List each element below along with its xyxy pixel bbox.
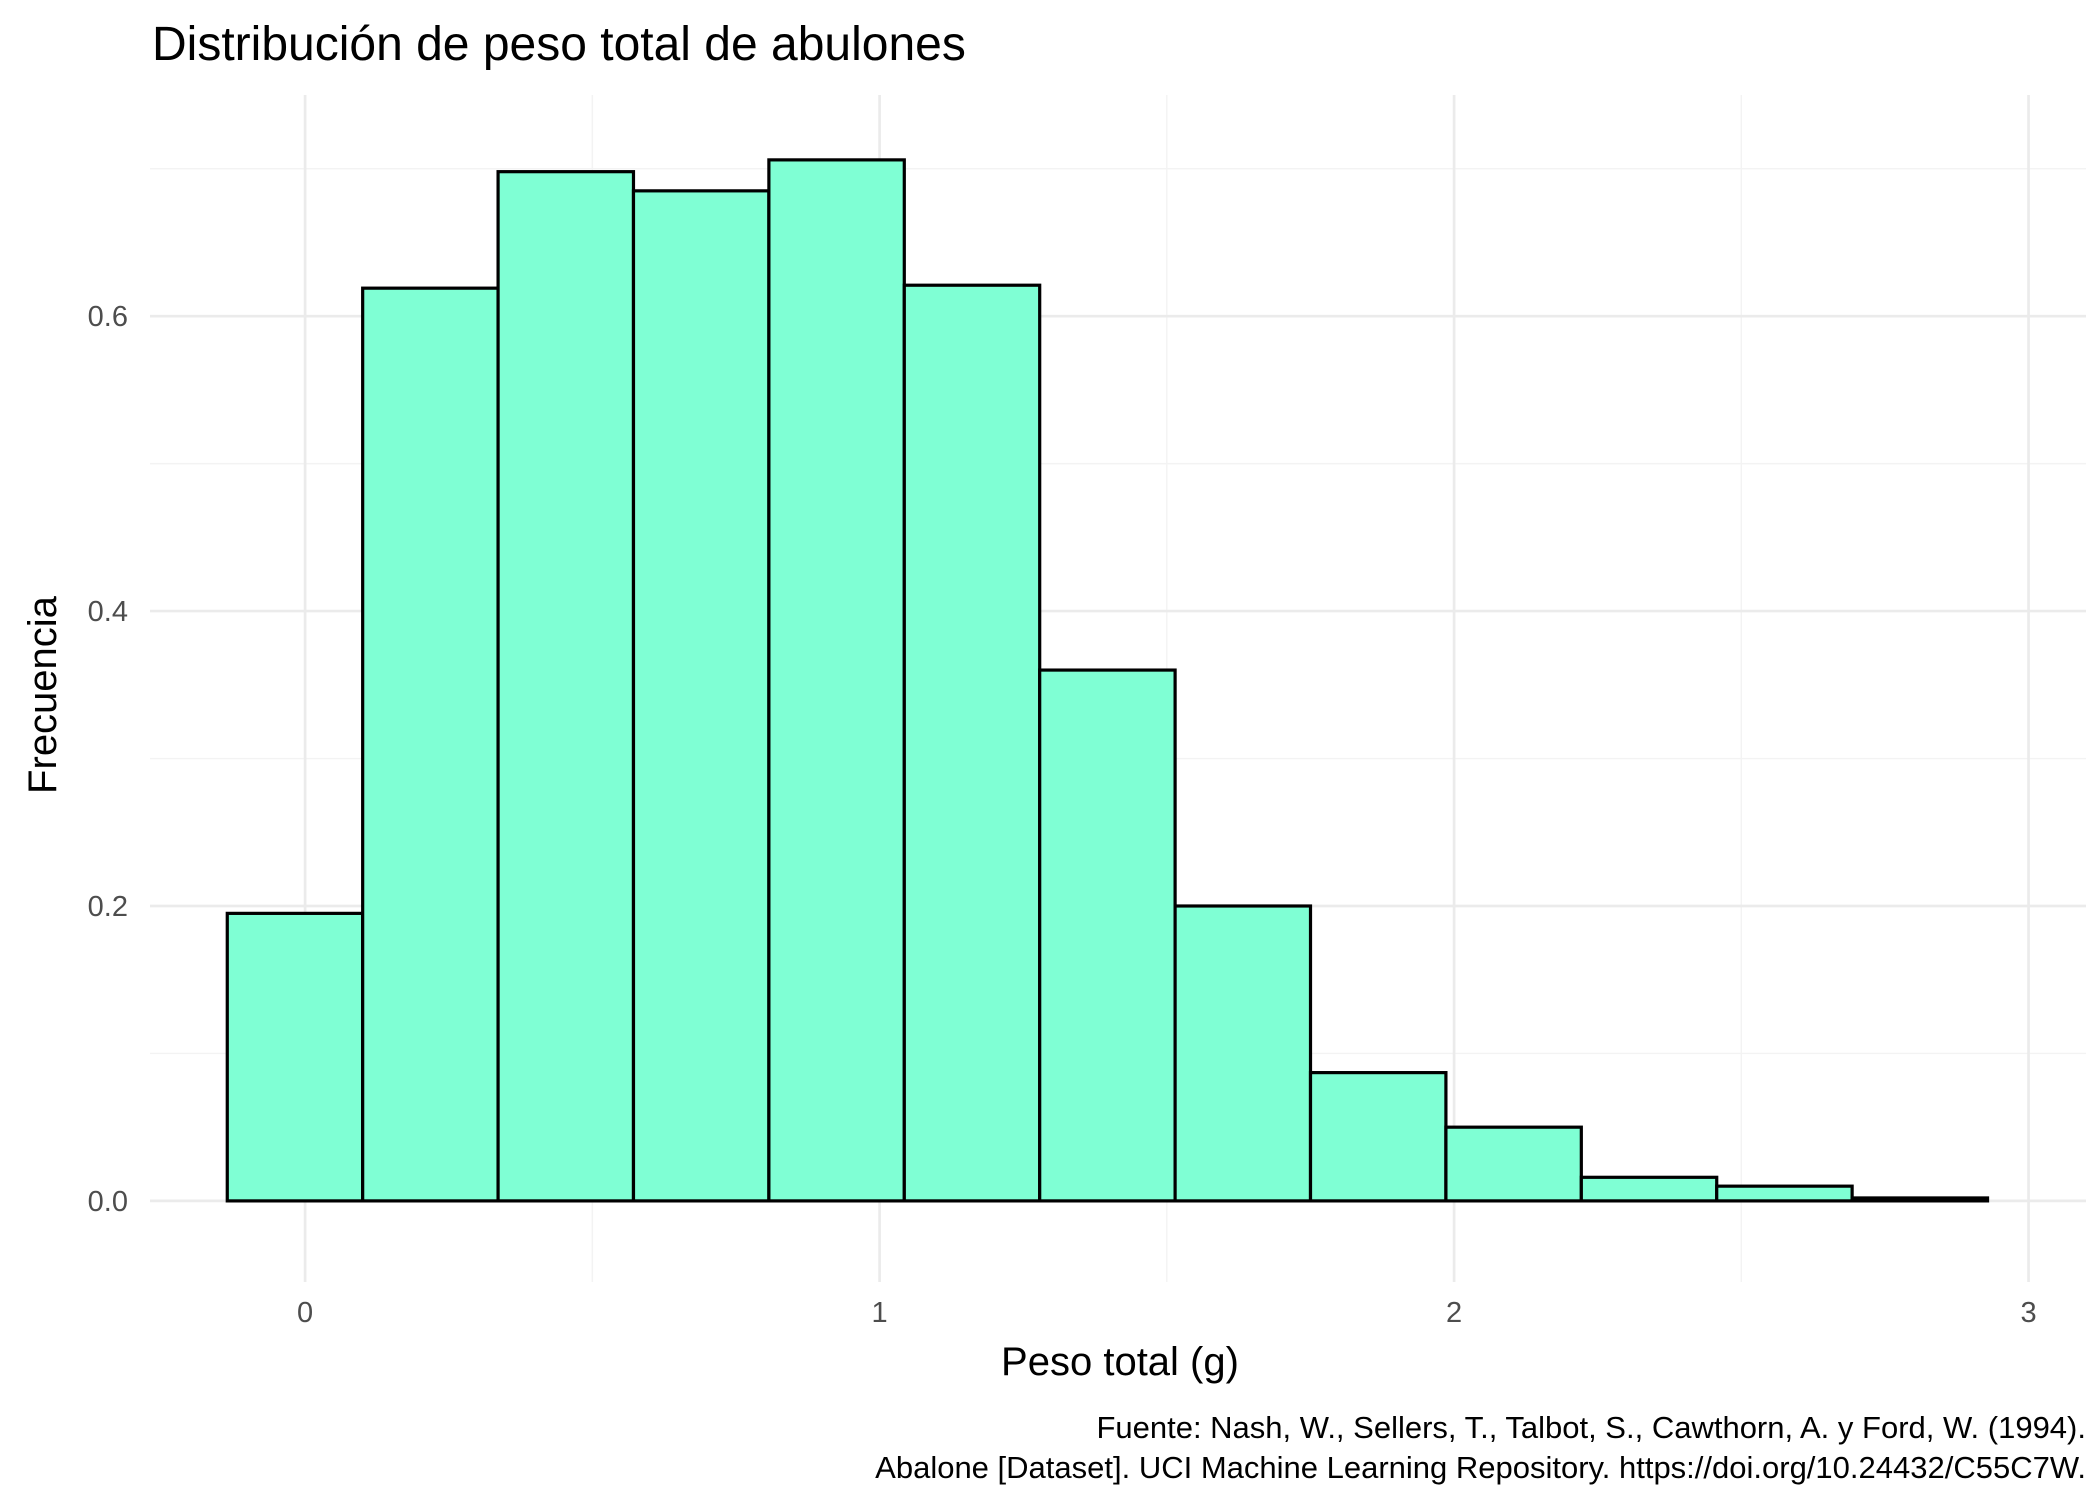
x-tick-label: 0: [297, 1297, 313, 1329]
y-tick-label: 0.4: [88, 596, 128, 628]
histogram-bar: [361, 286, 500, 1203]
x-tick-label: 2: [1446, 1297, 1462, 1329]
histogram-bar: [1173, 904, 1313, 1203]
histogram-bar: [1850, 1196, 1990, 1203]
histogram-bar: [496, 170, 636, 1203]
histogram-bar: [1444, 1125, 1583, 1203]
y-axis-tick-labels: 0.0 0.2 0.4 0.6: [88, 301, 128, 1218]
caption-line-1: Fuente: Nash, W., Sellers, T., Talbot, S…: [1096, 1410, 2086, 1445]
caption-line-2: Abalone [Dataset]. UCI Machine Learning …: [875, 1450, 2086, 1485]
x-tick-label: 1: [872, 1297, 888, 1329]
y-tick-label: 0.6: [88, 301, 128, 333]
histogram-bar: [1715, 1184, 1854, 1203]
histogram-bar: [225, 911, 365, 1203]
histogram-bar: [1308, 1071, 1448, 1203]
x-tick-label: 3: [2020, 1297, 2036, 1329]
x-axis-tick-labels: 0 1 2 3: [297, 1297, 2037, 1329]
histogram-bar: [631, 189, 771, 1203]
histogram-bar: [1038, 668, 1177, 1203]
y-tick-label: 0.0: [88, 1186, 128, 1218]
y-axis-title: Frecuencia: [21, 595, 65, 794]
chart-title: Distribución de peso total de abulones: [152, 18, 966, 71]
x-axis-title: Peso total (g): [1001, 1340, 1239, 1384]
y-tick-label: 0.2: [88, 891, 128, 923]
histogram-bars: [225, 158, 1990, 1203]
histogram-bar: [1579, 1175, 1719, 1203]
histogram-bar: [767, 158, 906, 1203]
histogram-bar: [902, 283, 1042, 1203]
